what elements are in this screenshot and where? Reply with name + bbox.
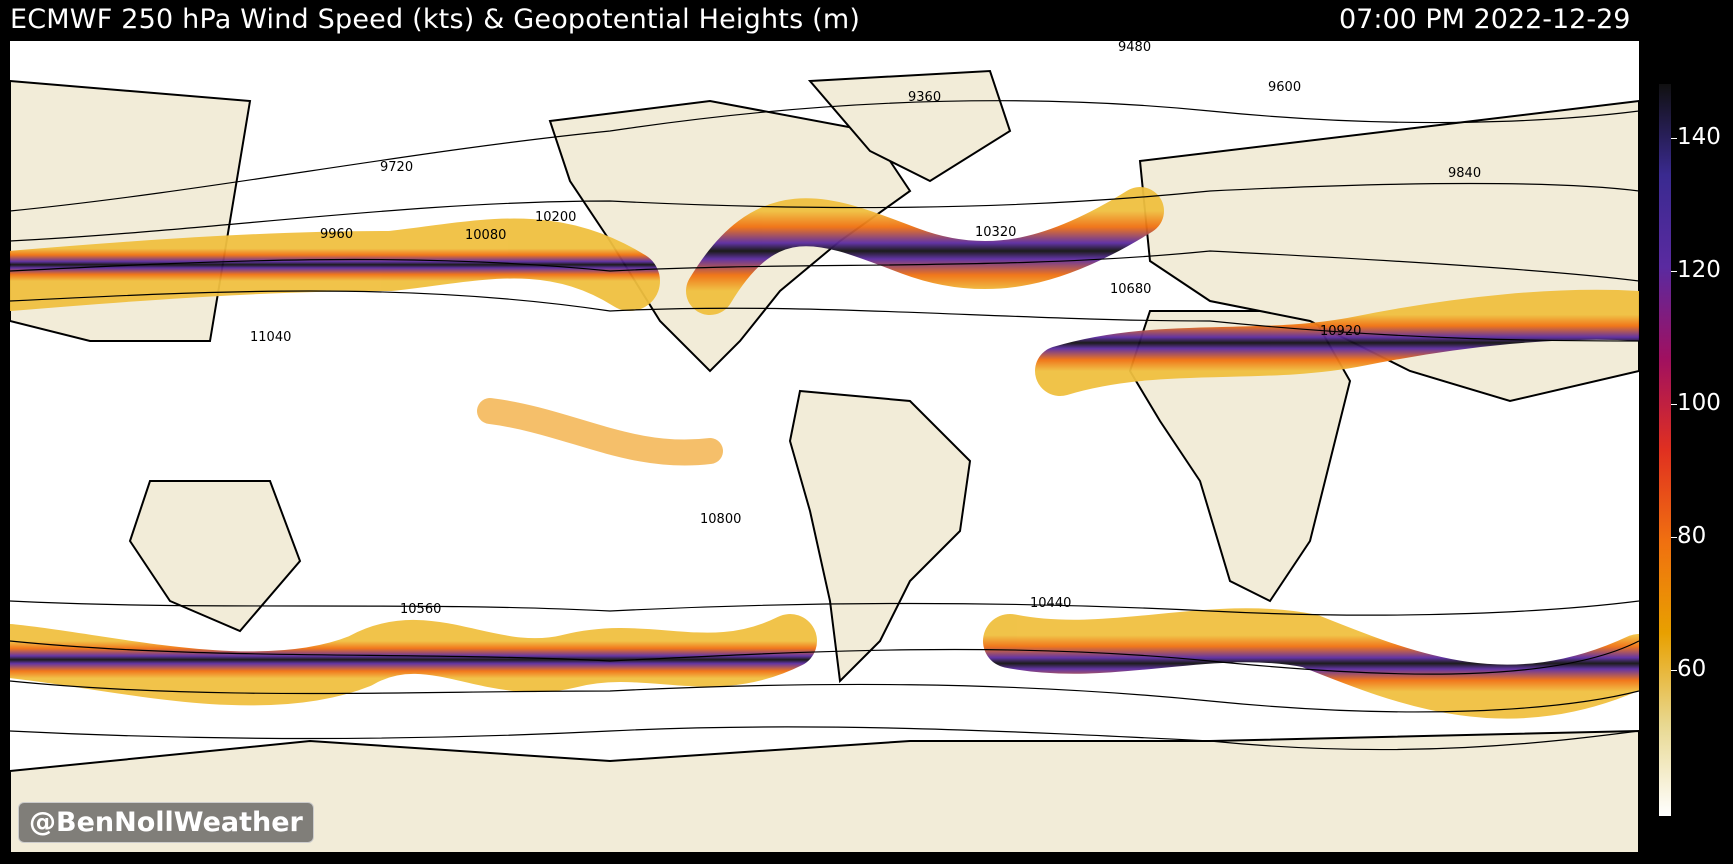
valid-time: 07:00 PM 2022-12-29: [1339, 4, 1631, 35]
weather-map: 9480 9360 9600 9720 9840 9960 10080 1020…: [10, 41, 1639, 853]
contour-line: [10, 290, 1639, 342]
contour-label: 9960: [320, 227, 353, 242]
contour-label: 10200: [535, 210, 576, 225]
contour-line: [10, 640, 1639, 675]
jet-tropical-pacific: [477, 398, 723, 466]
contour-line: [10, 680, 1639, 713]
author-watermark: @BenNollWeather: [18, 802, 314, 843]
contour-label: 9720: [380, 160, 413, 175]
landmass-greenland: [807, 69, 1012, 183]
contour-label: 10920: [1320, 324, 1361, 339]
contour-label: 9600: [1268, 80, 1301, 95]
jet-north-pacific: [10, 218, 660, 311]
jet-north-atlantic: [686, 187, 1164, 315]
map-title: ECMWF 250 hPa Wind Speed (kts) & Geopote…: [10, 4, 861, 35]
height-contours: [10, 99, 1639, 751]
contour-line: [10, 600, 1639, 616]
contour-label: 10080: [465, 228, 506, 243]
contour-line: [10, 726, 1639, 751]
contour-line: [10, 250, 1639, 282]
colorbar-tick: 140: [1677, 124, 1721, 150]
jet-southern-2: [983, 608, 1639, 719]
contour-label: 10560: [400, 602, 441, 617]
contour-line: [10, 99, 1639, 212]
contour-label: 9360: [908, 90, 941, 105]
contour-line: [10, 182, 1639, 242]
landmass-australia: [128, 480, 302, 633]
contour-label: 10680: [1110, 282, 1151, 297]
wind-speed-colorbar: [1659, 84, 1671, 816]
contour-label: 10320: [975, 225, 1016, 240]
colorbar-tick: 120: [1677, 257, 1721, 283]
contour-label: 9480: [1118, 41, 1151, 55]
contour-label: 10800: [700, 512, 741, 527]
jet-southern-1: [10, 614, 817, 706]
contour-label: 11040: [250, 330, 291, 345]
contour-labels: 9480 9360 9600 9720 9840 9960 10080 1020…: [250, 41, 1481, 617]
contour-label: 9840: [1448, 166, 1481, 181]
jet-subtropical-africa-asia: [1035, 289, 1639, 396]
contour-label: 10440: [1030, 596, 1071, 611]
landmass-south-america: [788, 389, 972, 684]
colorbar-tick: 60: [1677, 656, 1707, 682]
colorbar-tick: 80: [1677, 523, 1707, 549]
colorbar-tick: 100: [1677, 390, 1721, 416]
